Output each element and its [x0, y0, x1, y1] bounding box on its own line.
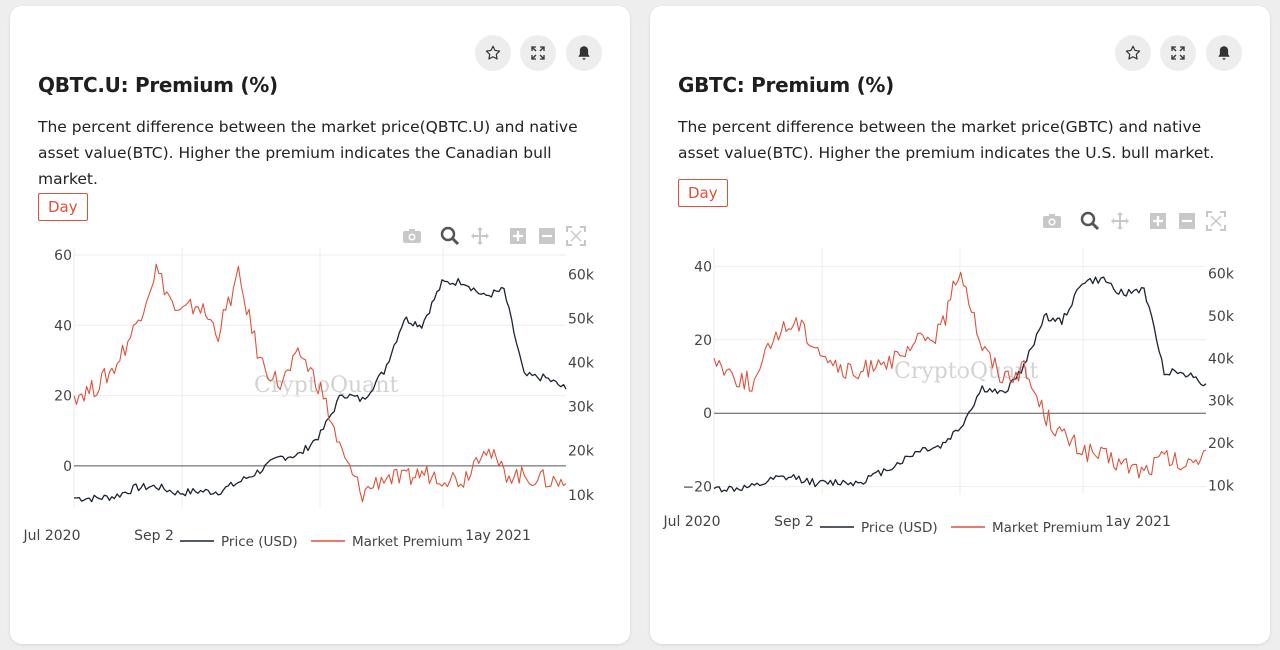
expand-button[interactable] [520, 35, 556, 71]
card-title: GBTC: Premium (%) [678, 73, 894, 97]
zoom-out-icon [1179, 213, 1195, 229]
legend-item-label[interactable]: Price (USD) [221, 534, 298, 550]
zoom-out-icon [539, 228, 555, 244]
autoscale-button[interactable] [566, 226, 586, 246]
y-left-tick-label: 0 [63, 459, 72, 475]
expand-icon [1171, 46, 1185, 60]
y-right-tick-label: 60k [1208, 266, 1235, 282]
premium-chart[interactable]: CryptoQuant 604020060k50k40k30k20k10kJul… [10, 236, 630, 566]
y-right-tick-label: 30k [1208, 394, 1235, 410]
x-tick-label: 1ay 2021 [465, 528, 531, 544]
star-icon [1125, 45, 1141, 60]
y-right-tick-label: 40k [568, 356, 595, 372]
card-description: The percent difference between the marke… [678, 118, 1215, 162]
y-left-tick-label: 40 [694, 259, 712, 275]
y-left-tick-label: −20 [682, 480, 712, 496]
premium-series-line [73, 263, 567, 503]
autoscale-button[interactable] [1206, 211, 1226, 231]
alert-button[interactable] [1206, 35, 1242, 71]
chart-toolbar [1042, 211, 1226, 231]
pan-icon [1111, 212, 1129, 230]
y-left-tick-label: 20 [694, 333, 712, 349]
price-series-line [73, 277, 567, 503]
zoom-out-button[interactable] [537, 226, 557, 246]
x-tick-label: 1ay 2021 [1105, 514, 1171, 530]
y-right-tick-label: 50k [1208, 309, 1235, 325]
autoscale-icon [566, 226, 586, 246]
expand-icon [531, 46, 545, 60]
zoom-out-button[interactable] [1177, 211, 1197, 231]
period-day-button[interactable]: Day [678, 179, 728, 207]
premium-series-line [713, 271, 1207, 479]
card-title: QBTC.U: Premium (%) [38, 73, 278, 97]
chart-legend: Price (USD) Market Premium [180, 534, 463, 550]
premium-chart[interactable]: CryptoQuant 40 20 0 −20 60k 50k 40k 30k 20k 10k Ju… [650, 236, 1270, 566]
zoom-in-button[interactable] [1148, 211, 1168, 231]
chart-legend: Price (USD) Market Premium [820, 520, 1103, 536]
y-right-tick-label: 10k [1208, 479, 1235, 495]
alert-button[interactable] [566, 35, 602, 71]
y-right-tick-label: 20k [568, 444, 595, 460]
expand-button[interactable] [1160, 35, 1196, 71]
pan-button[interactable] [470, 226, 490, 246]
favorite-button[interactable] [475, 35, 511, 71]
chart-toolbar [402, 226, 586, 246]
card-description: The percent difference between the marke… [38, 118, 578, 188]
y-left-tick-label: 40 [54, 318, 72, 334]
legend-item-label[interactable]: Market Premium [992, 520, 1103, 536]
chart-card-qbtc: QBTC.U: Premium (%) The percent differen… [10, 6, 630, 644]
favorite-button[interactable] [1115, 35, 1151, 71]
x-tick-label: Sep 2 [774, 514, 814, 530]
zoom-button[interactable] [440, 226, 460, 246]
x-tick-label: Sep 2 [134, 528, 174, 544]
period-day-button[interactable]: Day [38, 193, 88, 221]
y-right-tick-label: 20k [1208, 436, 1235, 452]
y-right-tick-label: 40k [1208, 351, 1235, 367]
chart-card-gbtc: GBTC: Premium (%) The percent difference… [650, 6, 1270, 644]
zoom-icon [440, 226, 460, 246]
autoscale-icon [1206, 211, 1226, 231]
y-right-tick-label: 10k [568, 488, 595, 504]
download-png-button[interactable] [1042, 211, 1062, 231]
zoom-in-button[interactable] [508, 226, 528, 246]
pan-icon [471, 227, 489, 245]
y-right-tick-label: 50k [568, 312, 595, 328]
watermark: CryptoQuant [894, 359, 1038, 384]
y-right-tick-label: 60k [568, 267, 595, 283]
zoom-icon [1080, 211, 1100, 231]
zoom-in-icon [1150, 213, 1166, 229]
bell-icon [1218, 46, 1230, 60]
y-right-tick-label: 30k [568, 400, 595, 416]
y-left-tick-label: 20 [54, 389, 72, 405]
pan-button[interactable] [1110, 211, 1130, 231]
camera-icon [403, 229, 421, 243]
legend-item-label[interactable]: Market Premium [352, 534, 463, 550]
zoom-button[interactable] [1080, 211, 1100, 231]
legend-item-label[interactable]: Price (USD) [861, 520, 938, 536]
x-tick-label: Jul 2020 [663, 514, 721, 530]
zoom-in-icon [510, 228, 526, 244]
star-icon [485, 45, 501, 60]
y-left-tick-label: 60 [54, 248, 72, 264]
camera-icon [1043, 214, 1061, 228]
x-tick-label: Jul 2020 [23, 528, 81, 544]
y-left-tick-label: 0 [703, 406, 712, 422]
price-series-line [713, 276, 1207, 493]
bell-icon [578, 46, 590, 60]
download-png-button[interactable] [402, 226, 422, 246]
